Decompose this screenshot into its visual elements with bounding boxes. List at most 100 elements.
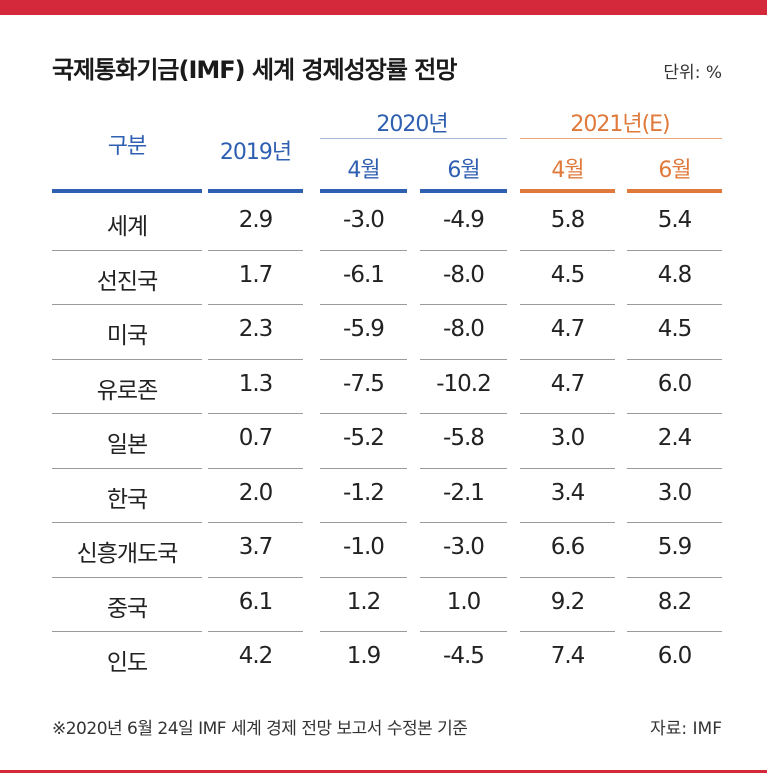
cell-category: 한국 (106, 486, 148, 513)
cell-y2020-apr: -1.0 (343, 534, 385, 560)
row-separator (627, 249, 722, 251)
cell-y2019: 1.3 (238, 370, 274, 397)
cell-y2021-apr: 4.5 (550, 261, 586, 288)
cell-category: 인도 (106, 650, 148, 676)
row-separator (208, 304, 303, 305)
header-2020: 2020년 (376, 112, 448, 137)
cell-y2019: 2.9 (238, 207, 274, 233)
row-separator (420, 249, 507, 251)
row-separator (420, 413, 507, 414)
row-separator (52, 576, 202, 578)
cell-y2021-apr: 4.7 (550, 370, 586, 397)
cell-y2021-apr: 6.6 (550, 534, 586, 560)
row-separator (320, 249, 407, 251)
row-separator (320, 358, 407, 360)
cell-y2020-apr: -3.0 (343, 207, 385, 233)
cell-y2020-jun: -3.0 (443, 534, 485, 560)
cell-y2021-jun: 4.5 (657, 316, 693, 342)
cell-y2020-apr: 1.2 (346, 588, 382, 615)
cell-y2021-jun: 5.4 (657, 207, 693, 233)
header-2021: 2021년(E) (570, 112, 670, 137)
row-separator (208, 413, 303, 414)
row-separator (420, 358, 507, 360)
row-separator (320, 304, 407, 305)
cell-y2020-apr: -6.1 (343, 261, 385, 288)
row-separator (520, 522, 615, 523)
row-separator (520, 358, 615, 360)
cell-y2020-jun: -8.0 (443, 261, 485, 288)
cell-y2020-jun: -4.5 (443, 643, 485, 669)
cell-y2020-jun: -4.9 (443, 207, 485, 233)
cell-category: 선진국 (96, 268, 158, 295)
cell-y2020-apr: 1.9 (346, 643, 382, 669)
cell-category: 중국 (106, 595, 148, 622)
header-2021-apr: 4월 (551, 158, 584, 183)
row-separator (520, 413, 615, 414)
cell-y2021-apr: 3.0 (550, 425, 586, 451)
cell-y2021-apr: 4.7 (550, 316, 586, 342)
cell-y2020-jun: 1.0 (446, 588, 482, 615)
cell-y2019: 6.1 (238, 588, 274, 615)
chart-title: 국제통화기금(IMF) 세계 경제성장률 전망 (52, 56, 457, 84)
header-bar-2019 (208, 189, 303, 193)
row-separator (208, 522, 303, 523)
cell-y2020-jun: -5.8 (443, 425, 485, 451)
row-separator (52, 358, 202, 360)
row-separator (627, 358, 722, 360)
row-separator (52, 304, 202, 305)
header-2020-jun: 6월 (447, 158, 480, 183)
cell-y2020-jun: -2.1 (443, 479, 485, 506)
row-separator (208, 467, 303, 469)
cell-y2020-apr: -5.9 (343, 316, 385, 342)
row-separator (52, 522, 202, 523)
cell-category: 미국 (106, 323, 148, 349)
row-separator (420, 576, 507, 578)
header-2020-apr: 4월 (347, 158, 380, 183)
header-bar-2021-apr (520, 189, 615, 193)
row-separator (420, 304, 507, 305)
row-separator (208, 576, 303, 578)
top-accent-bar (0, 0, 767, 15)
row-separator (52, 467, 202, 469)
row-separator (520, 249, 615, 251)
cell-y2020-jun: -8.0 (443, 316, 485, 342)
cell-y2019: 4.2 (238, 643, 274, 669)
header-bar-2020-apr (320, 189, 407, 193)
cell-y2019: 2.0 (238, 479, 274, 506)
cell-y2020-apr: -1.2 (343, 479, 385, 506)
row-separator (320, 522, 407, 523)
row-separator (520, 631, 615, 632)
row-separator (52, 631, 202, 632)
row-separator (320, 576, 407, 578)
row-separator (420, 467, 507, 469)
header-2021-divider (520, 138, 722, 139)
header-bar-2021-jun (627, 189, 722, 193)
header-bar-2020-jun (420, 189, 507, 193)
cell-y2019: 1.7 (238, 261, 274, 288)
cell-y2021-jun: 2.4 (657, 425, 693, 451)
header-2020-divider (320, 138, 507, 139)
cell-category: 일본 (106, 432, 148, 458)
cell-y2019: 0.7 (238, 425, 274, 451)
unit-label: 단위: % (663, 63, 722, 83)
row-separator (627, 413, 722, 414)
cell-y2020-jun: -10.2 (436, 370, 492, 397)
row-separator (520, 304, 615, 305)
row-separator (420, 522, 507, 523)
cell-category: 유로존 (96, 377, 158, 404)
cell-y2019: 2.3 (238, 316, 274, 342)
source-label: 자료: IMF (650, 719, 722, 739)
row-separator (208, 631, 303, 632)
row-separator (627, 522, 722, 523)
cell-y2020-apr: -5.2 (343, 425, 385, 451)
cell-y2021-jun: 3.0 (657, 479, 693, 506)
cell-y2021-apr: 3.4 (550, 479, 586, 506)
header-category: 구분 (107, 134, 147, 159)
row-separator (208, 358, 303, 360)
cell-y2021-apr: 9.2 (550, 588, 586, 615)
row-separator (52, 249, 202, 251)
cell-category: 신흥개도국 (76, 541, 179, 567)
row-separator (320, 467, 407, 469)
row-separator (320, 413, 407, 414)
cell-y2021-apr: 7.4 (550, 643, 586, 669)
